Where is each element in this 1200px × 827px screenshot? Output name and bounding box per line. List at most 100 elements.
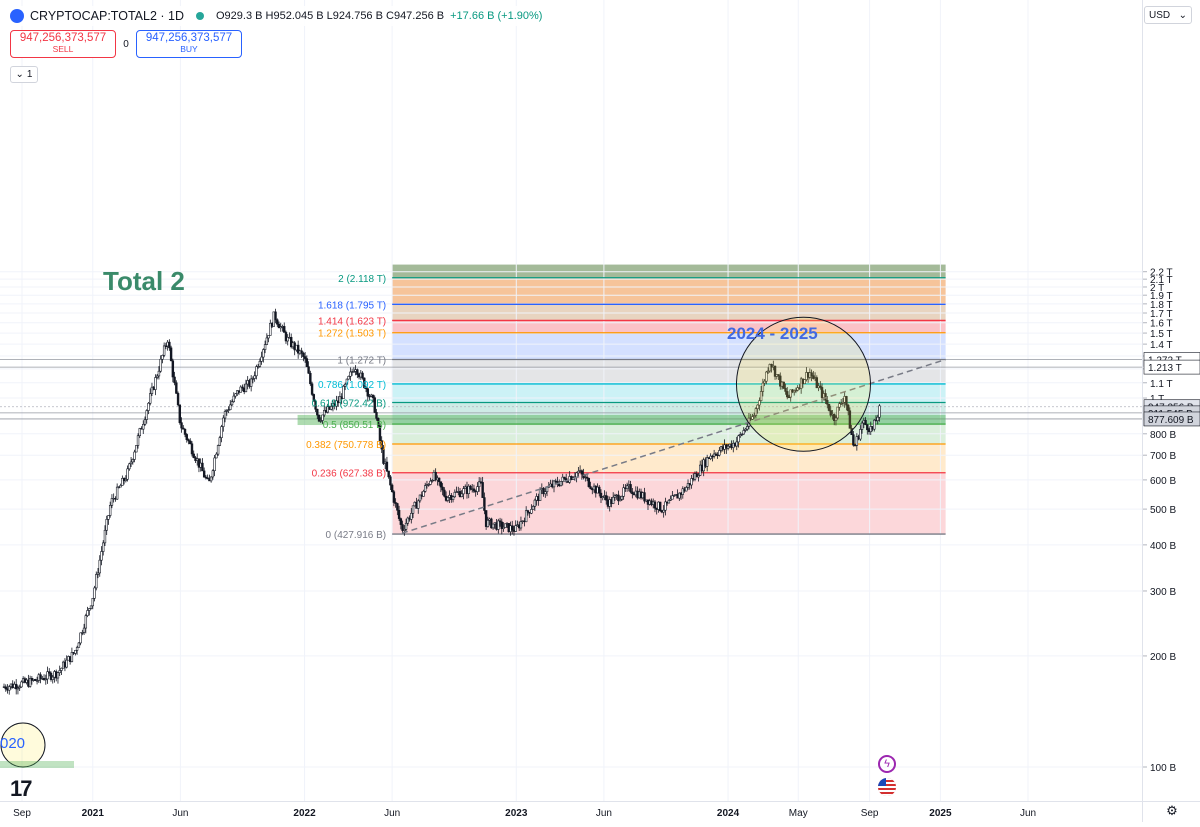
y-tick-label: 1.5 T xyxy=(1150,329,1173,340)
candle-body xyxy=(714,453,718,456)
candle-body xyxy=(307,366,310,374)
candle-body xyxy=(115,486,119,500)
fib-label: 0.382 (750.778 B) xyxy=(306,440,386,451)
candle-body xyxy=(20,681,23,688)
x-tick-label: 2024 xyxy=(717,808,740,819)
candle-body xyxy=(147,402,150,411)
candle-body xyxy=(846,404,850,412)
y-tick-label: 1.9 T xyxy=(1150,291,1173,302)
candle-body xyxy=(658,501,662,511)
buy-button[interactable]: 947,256,373,577 BUY xyxy=(136,30,242,58)
candle-body xyxy=(263,344,267,350)
candle-body xyxy=(225,410,228,412)
highlight-circle[interactable] xyxy=(735,316,871,452)
candle-body xyxy=(794,389,798,392)
candle-body xyxy=(155,375,159,378)
candle-body xyxy=(4,686,7,690)
candle-body xyxy=(664,501,667,511)
trend-line[interactable] xyxy=(401,358,946,534)
candle-body xyxy=(82,627,86,633)
y-tick-label: 600 B xyxy=(1150,476,1176,487)
corner-circle-marker: 020 xyxy=(0,722,74,768)
candle-body xyxy=(230,401,234,406)
candle-body xyxy=(229,404,232,410)
chevron-down-icon: ⌄ xyxy=(1178,9,1187,21)
candle-body xyxy=(622,487,625,497)
time-axis[interactable]: Sep 2021 Jun 2022 Jun 2023 Jun 2024 May Sep 2025 Ju… xyxy=(0,801,1142,822)
sell-button[interactable]: 947,256,373,577 SELL xyxy=(10,30,116,58)
candle-body xyxy=(180,422,183,429)
lightning-event-icon[interactable]: ϟ xyxy=(878,755,896,773)
candle-body xyxy=(559,481,563,486)
y-tick-label: 1.6 T xyxy=(1150,319,1173,330)
candle-body xyxy=(617,494,620,502)
y-tick-label: 2.2 T xyxy=(1150,268,1173,279)
candle-body xyxy=(265,337,269,345)
currency-select[interactable]: USD ⌄ xyxy=(1144,6,1192,24)
us-flag-icon[interactable] xyxy=(878,778,896,796)
symbol-title[interactable]: CRYPTOCAP:TOTAL2 · 1D xyxy=(30,9,184,23)
candle-body xyxy=(131,459,135,463)
candle-body xyxy=(833,414,836,422)
candle-body xyxy=(81,632,84,634)
fib-label: 0 (427.916 B) xyxy=(326,530,387,541)
price-chart[interactable]: 0 (427.916 B) 0.236 (627.38 B) 0.382 (750.… xyxy=(0,0,1142,801)
candle-body xyxy=(544,491,547,495)
fib-zone-0.786 xyxy=(392,359,946,384)
candle-body xyxy=(244,383,248,393)
candle-body xyxy=(124,478,128,482)
candle-body xyxy=(876,416,879,421)
candle-body xyxy=(500,521,503,529)
settings-gear-icon[interactable]: ⚙ xyxy=(1166,803,1178,818)
candle-body xyxy=(815,377,819,389)
candle-body xyxy=(497,520,500,530)
candle-body xyxy=(88,608,91,611)
candle-body xyxy=(223,411,227,419)
candle-body xyxy=(481,482,484,498)
candle-body xyxy=(314,400,317,410)
x-tick-label: 2021 xyxy=(82,808,105,819)
candle-body xyxy=(161,355,164,360)
candle-body xyxy=(34,679,37,681)
candle-body xyxy=(84,615,88,629)
candle-body xyxy=(530,509,533,514)
candle-body xyxy=(765,371,768,382)
candle-body xyxy=(296,344,300,354)
candle-body xyxy=(662,509,665,513)
range-annotation: 2024 - 2025 xyxy=(727,324,818,343)
price-tag-label: 877.609 B xyxy=(1148,415,1194,426)
candle-body xyxy=(89,605,93,609)
indicators-toggle[interactable]: ⌄ 1 xyxy=(10,66,38,83)
fib-label: 0.236 (627.38 B) xyxy=(312,469,387,480)
market-status-icon xyxy=(195,12,204,20)
candle-body xyxy=(542,488,545,495)
candle-body xyxy=(390,484,394,493)
price-axis[interactable]: 100 B 200 B 300 B 400 B 500 B 600 B 700 B 800 B… xyxy=(1142,0,1200,801)
candle-body xyxy=(686,483,690,488)
candle-body xyxy=(483,497,486,511)
candle-body xyxy=(96,572,100,575)
candle-body xyxy=(162,345,166,356)
x-tick-label: May xyxy=(789,808,808,819)
chart-title: Total 2 xyxy=(103,266,185,296)
candle-body xyxy=(424,485,427,492)
candle-body xyxy=(504,523,507,528)
candle-body xyxy=(267,335,270,339)
candle-body xyxy=(685,487,688,492)
candle-body xyxy=(629,484,632,493)
candle-body xyxy=(371,394,375,398)
candle-body xyxy=(490,518,493,529)
candle-body xyxy=(739,434,742,437)
candle-body xyxy=(385,461,389,472)
candle-body xyxy=(864,420,867,425)
candle-body xyxy=(460,493,463,497)
candle-body xyxy=(819,385,822,388)
candle-body xyxy=(443,489,446,497)
support-zone[interactable] xyxy=(297,414,946,426)
candle-body xyxy=(262,349,265,358)
candle-body xyxy=(317,414,321,422)
candle-body xyxy=(300,350,303,354)
candle-body xyxy=(605,495,608,501)
candle-body xyxy=(827,403,831,411)
buy-price: 947,256,373,577 xyxy=(145,32,233,44)
